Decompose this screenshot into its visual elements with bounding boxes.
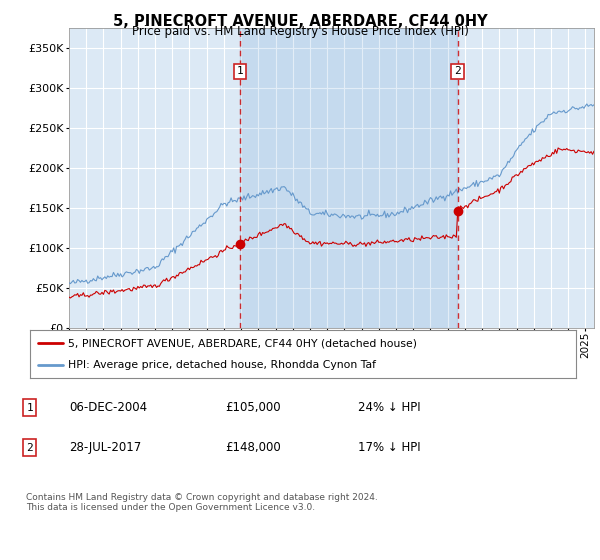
Text: 1: 1 bbox=[236, 67, 243, 77]
Text: 2: 2 bbox=[454, 67, 461, 77]
Text: HPI: Average price, detached house, Rhondda Cynon Taf: HPI: Average price, detached house, Rhon… bbox=[68, 360, 376, 370]
Text: 5, PINECROFT AVENUE, ABERDARE, CF44 0HY (detached house): 5, PINECROFT AVENUE, ABERDARE, CF44 0HY … bbox=[68, 338, 417, 348]
Text: 17% ↓ HPI: 17% ↓ HPI bbox=[358, 441, 420, 454]
Text: 5, PINECROFT AVENUE, ABERDARE, CF44 0HY: 5, PINECROFT AVENUE, ABERDARE, CF44 0HY bbox=[113, 14, 487, 29]
Text: Contains HM Land Registry data © Crown copyright and database right 2024.
This d: Contains HM Land Registry data © Crown c… bbox=[26, 493, 378, 512]
Text: 2: 2 bbox=[26, 442, 33, 452]
Text: 06-DEC-2004: 06-DEC-2004 bbox=[70, 401, 148, 414]
Text: 24% ↓ HPI: 24% ↓ HPI bbox=[358, 401, 420, 414]
Text: £148,000: £148,000 bbox=[225, 441, 281, 454]
Text: 1: 1 bbox=[26, 403, 33, 413]
Text: Price paid vs. HM Land Registry's House Price Index (HPI): Price paid vs. HM Land Registry's House … bbox=[131, 25, 469, 38]
Text: 28-JUL-2017: 28-JUL-2017 bbox=[70, 441, 142, 454]
Bar bbox=[240, 28, 457, 328]
Text: £105,000: £105,000 bbox=[225, 401, 281, 414]
